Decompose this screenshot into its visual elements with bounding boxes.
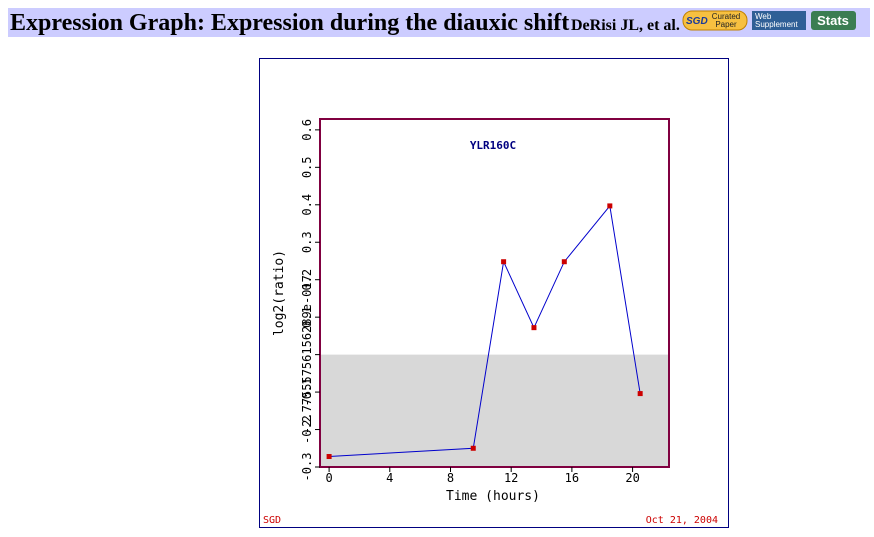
x-tick-label: 0 — [325, 471, 332, 485]
badge-text: Supplement — [755, 20, 798, 29]
y-tick-label: -2.77555756156289e-017 — [300, 275, 314, 434]
footer-right: Oct 21, 2004 — [646, 515, 718, 526]
badge-bg — [752, 11, 806, 30]
badge-stats[interactable]: Stats — [811, 11, 856, 30]
y-tick-label: 0.5 — [300, 156, 314, 178]
x-tick-label: 20 — [625, 471, 639, 485]
y-tick-label: -0.2 — [300, 415, 314, 444]
x-tick-label: 8 — [447, 471, 454, 485]
badge-text: Web — [755, 12, 772, 21]
data-point — [531, 325, 537, 331]
badge-bg — [682, 10, 748, 31]
data-point — [637, 391, 643, 397]
x-tick-label: 16 — [565, 471, 579, 485]
badge-text: Stats — [817, 13, 849, 28]
data-point — [607, 203, 613, 209]
data-point — [470, 445, 476, 451]
badge-web[interactable]: Web Supplement — [752, 11, 806, 30]
y-tick-label: 0.4 — [300, 194, 314, 216]
badge-text: SGD — [686, 16, 708, 27]
y-axis-label: log2(ratio) — [272, 250, 287, 336]
data-point — [561, 259, 567, 265]
page-title: Expression Graph: Expression during the … — [10, 10, 569, 36]
y-tick-label: -0.1 — [300, 378, 314, 407]
plot-border — [319, 118, 670, 468]
negative-region — [320, 354, 669, 467]
chart-title: YLR160C — [470, 139, 516, 152]
x-tick-label: 12 — [504, 471, 518, 485]
data-point — [326, 454, 332, 460]
y-tick-label: 0.6 — [300, 119, 314, 141]
y-tick-label: -0.3 — [300, 453, 314, 482]
citation[interactable]: DeRisi JL, et al. — [571, 17, 680, 34]
x-axis-label: Time (hours) — [446, 489, 540, 504]
badge-bg — [811, 11, 856, 30]
y-tick-label: 0.2 — [300, 269, 314, 291]
x-tick-label: 4 — [386, 471, 393, 485]
data-point — [501, 259, 507, 265]
badge-text: Paper — [715, 20, 737, 29]
y-tick-label: 0.1 — [300, 306, 314, 328]
badge-curated[interactable]: SGD Curated Paper — [682, 10, 748, 31]
y-tick-label: 0.3 — [300, 231, 314, 253]
badge-text: Curated — [712, 12, 740, 21]
footer-left: SGD — [263, 515, 281, 526]
